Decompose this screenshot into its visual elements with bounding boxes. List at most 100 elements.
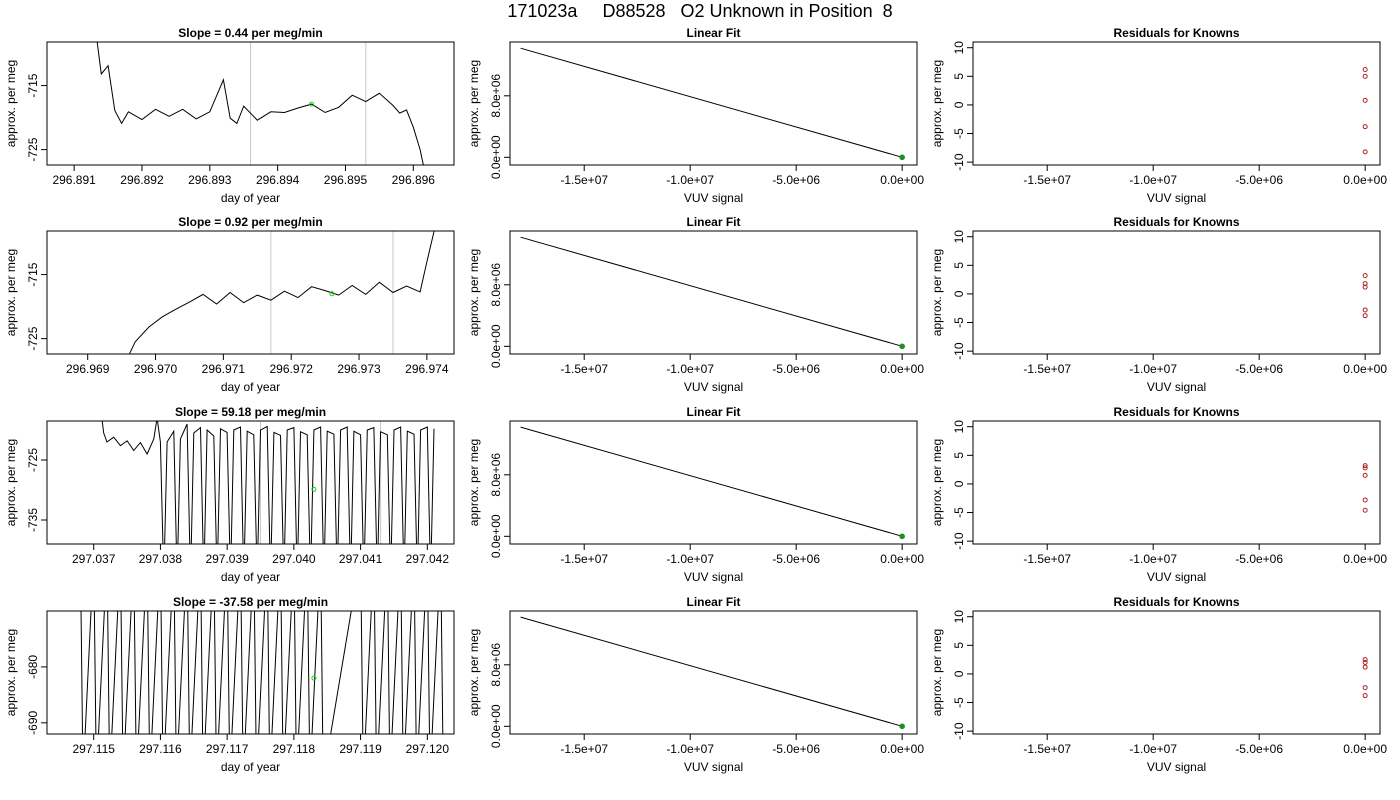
y-tick-label: -10 <box>952 342 966 360</box>
x-tick-label: 297.037 <box>72 552 116 566</box>
panel-1-2: Linear Fit VUV signal approx. per meg -1.5e… <box>467 26 924 205</box>
plot-frame <box>46 41 455 166</box>
residual-point <box>1362 685 1368 691</box>
x-axis-label: day of year <box>221 570 280 584</box>
x-tick-label: 296.972 <box>270 362 314 376</box>
residual-point <box>1362 66 1368 72</box>
x-tick-label: -5.0e+06 <box>1235 742 1283 756</box>
x-tick-label: 297.115 <box>72 742 115 756</box>
y-axis-label: approx. per meg <box>467 249 481 336</box>
y-tick-label: -715 <box>26 73 40 97</box>
x-tick-label: 0.0e+00 <box>880 173 924 187</box>
x-tick-label: -1.5e+07 <box>1023 173 1071 187</box>
fit-line <box>520 616 903 727</box>
x-tick-label: 296.974 <box>405 362 449 376</box>
panel-3-2: Linear Fit VUV signal approx. per meg -1.5e… <box>467 405 924 584</box>
x-tick-label: -1.0e+07 <box>666 362 714 376</box>
y-axis-label: approx. per meg <box>930 249 944 336</box>
x-tick-label: 297.117 <box>206 742 249 756</box>
unknown-mean-point <box>329 291 335 297</box>
y-tick-label: -5 <box>952 697 966 708</box>
x-tick-label: 296.973 <box>337 362 381 376</box>
y-tick-label: 8.0e+06 <box>489 453 503 497</box>
fit-point <box>899 723 905 730</box>
panel-2-1: Slope = 0.92 per meg/min day of year appro… <box>4 215 455 394</box>
panel-2-2: Linear Fit VUV signal approx. per meg -1.5e… <box>467 215 924 394</box>
y-axis-label: approx. per meg <box>467 629 481 716</box>
plot-frame <box>46 420 455 545</box>
x-axis-label: VUV signal <box>1147 380 1206 394</box>
y-axis-label: approx. per meg <box>930 439 944 526</box>
x-tick-label: 296.969 <box>66 362 110 376</box>
x-tick-label: 0.0e+00 <box>1343 552 1387 566</box>
panel-title: Residuals for Knowns <box>1113 405 1239 419</box>
unknown-mean-point <box>311 675 317 681</box>
x-tick-label: -1.5e+07 <box>560 552 608 566</box>
x-tick-label: -1.5e+07 <box>560 742 608 756</box>
x-tick-label: -5.0e+06 <box>772 552 820 566</box>
x-axis-label: VUV signal <box>684 570 743 584</box>
x-tick-label: -1.5e+07 <box>1023 742 1071 756</box>
x-axis-label: VUV signal <box>1147 191 1206 205</box>
x-tick-label: -1.5e+07 <box>1023 362 1071 376</box>
plot-area <box>520 47 905 161</box>
x-tick-label: -5.0e+06 <box>1235 552 1283 566</box>
y-tick-label: -10 <box>952 153 966 171</box>
x-tick-label: -5.0e+06 <box>772 742 820 756</box>
fit-point <box>899 154 905 161</box>
x-tick-label: 296.971 <box>202 362 246 376</box>
y-tick-label: 10 <box>952 41 966 55</box>
y-tick-label: 8.0e+06 <box>489 74 503 118</box>
y-tick-label: 8.0e+06 <box>489 643 503 687</box>
panel-title: Linear Fit <box>686 26 740 40</box>
panel-title: Slope = 0.92 per meg/min <box>178 215 322 229</box>
data-trace <box>80 611 444 734</box>
x-tick-label: -1.0e+07 <box>1129 552 1177 566</box>
y-tick-label: 0 <box>952 101 966 108</box>
x-tick-label: 296.896 <box>392 173 436 187</box>
panel-title: Linear Fit <box>686 215 740 229</box>
residual-point <box>1362 472 1368 478</box>
x-tick-label: -1.0e+07 <box>1129 362 1177 376</box>
y-tick-label: 8.0e+06 <box>489 263 503 307</box>
plot-frame <box>509 41 918 166</box>
y-axis-label: approx. per meg <box>4 439 18 526</box>
x-tick-label: 297.120 <box>406 742 450 756</box>
y-tick-label: 0.0e+00 <box>489 324 503 368</box>
panel-title: Slope = 59.18 per meg/min <box>175 405 326 419</box>
x-tick-label: 0.0e+00 <box>880 552 924 566</box>
plot-area <box>520 426 905 540</box>
plot-frame <box>509 230 918 355</box>
x-tick-label: 0.0e+00 <box>880 362 924 376</box>
residual-point <box>1362 664 1368 670</box>
residual-point <box>1362 465 1368 471</box>
x-tick-label: 297.041 <box>339 552 383 566</box>
residual-point <box>1362 313 1368 319</box>
y-tick-label: 0 <box>952 480 966 487</box>
y-axis-label: approx. per meg <box>467 439 481 526</box>
residual-point <box>1362 281 1368 287</box>
figure-title: 171023a D88528 O2 Unknown in Position 8 <box>507 1 893 21</box>
unknown-mean-point <box>309 101 315 107</box>
y-tick-label: 5 <box>952 262 966 269</box>
y-tick-label: -10 <box>952 722 966 740</box>
residual-point <box>1362 73 1368 79</box>
panel-3-1: Slope = 59.18 per meg/min day of year appr… <box>4 405 455 584</box>
y-axis-label: approx. per meg <box>467 60 481 147</box>
y-tick-label: -735 <box>26 508 40 532</box>
x-tick-label: -5.0e+06 <box>1235 362 1283 376</box>
y-tick-label: -725 <box>26 448 40 472</box>
plot-frame <box>46 230 455 355</box>
y-axis-label: approx. per meg <box>930 629 944 716</box>
unknown-mean-point <box>311 486 317 492</box>
x-tick-label: 296.895 <box>324 173 368 187</box>
x-tick-label: -5.0e+06 <box>1235 173 1283 187</box>
plot-frame <box>509 610 918 735</box>
fit-line <box>520 426 903 537</box>
plot-frame <box>972 230 1381 355</box>
y-tick-label: -725 <box>26 326 40 350</box>
y-tick-label: 0.0e+00 <box>489 704 503 748</box>
y-tick-label: -725 <box>26 137 40 161</box>
y-tick-label: -10 <box>952 532 966 550</box>
